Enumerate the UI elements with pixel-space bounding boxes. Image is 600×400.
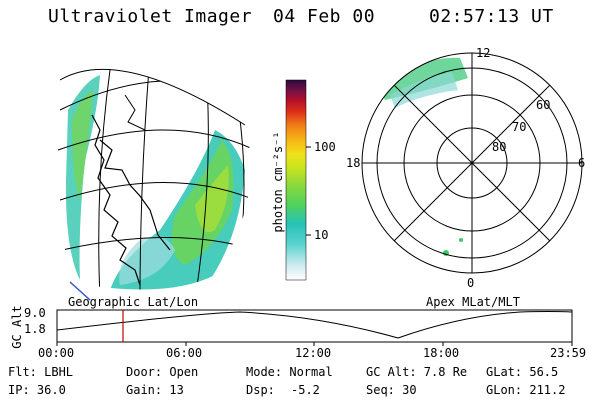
date-label: 04 Feb 00 [273,6,376,27]
timeline-tick-1800: 18:00 [423,346,460,360]
colorbar-tick-10: 10 [314,228,329,242]
colorbar-tick-100: 100 [314,140,336,154]
mlt-label-0: 0 [467,276,475,290]
timeline-tick-0600: 06:00 [166,346,203,360]
colorbar-unit-label: photon cm⁻²s⁻¹ [271,131,285,233]
gc-alt-status: GC Alt: 7.8 Re [366,365,468,379]
polar-caption: Apex MLat/MLT [426,295,520,309]
mlat-label-80: 80 [492,140,507,154]
instrument-title: Ultraviolet Imager [48,6,253,27]
timeline-ytick-top: 9.0 [24,306,46,320]
mlt-label-12: 12 [476,46,491,60]
timeline-ytick-bottom: 1.8 [24,322,46,336]
dsp-value: -5.2 [291,383,320,397]
dsp-label: Dsp: [246,383,275,397]
mlat-label-60: 60 [536,98,551,112]
mlt-label-18: 18 [346,156,361,170]
glon-status: GLon: 211.2 [486,383,566,397]
colorbar [285,79,311,281]
timeline-ylabel: GC Alt [10,305,24,349]
mlat-label-70: 70 [512,120,527,134]
timeline-tick-2359: 23:59 [550,346,587,360]
polar-panel [361,52,583,274]
door-status: Door: Open [126,365,199,379]
geographic-panel [57,68,251,301]
geo-caption: Geographic Lat/Lon [68,295,199,309]
timeline-tick-1200: 12:00 [295,346,332,360]
gain-status: Gain: 13 [126,383,184,397]
glat-status: GLat: 56.5 [486,365,559,379]
timeline-tick-0000: 00:00 [38,346,75,360]
seq-status: Seq: 30 [366,383,417,397]
mlt-label-6: 6 [578,156,586,170]
mode-status: Mode: Normal [246,365,333,379]
filter-status: Flt: LBHL [8,365,74,379]
time-label: 02:57:13 UT [429,6,554,27]
timeline-plot [56,309,573,346]
ip-status: IP: 36.0 [8,383,66,397]
